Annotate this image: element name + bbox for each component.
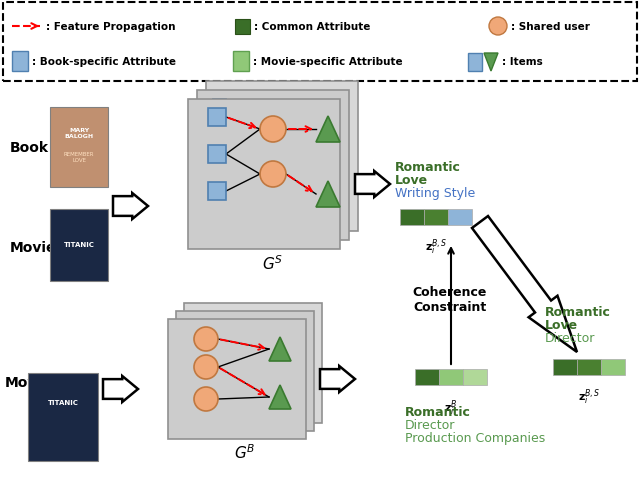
Text: $G^B$: $G^B$ <box>234 443 256 462</box>
Polygon shape <box>472 217 577 352</box>
Bar <box>233 52 249 72</box>
Text: $\mathbf{z}_i^{B}$: $\mathbf{z}_i^{B}$ <box>444 397 458 417</box>
Bar <box>3 3 637 82</box>
Text: : Movie-specific Attribute: : Movie-specific Attribute <box>253 57 403 67</box>
Text: TITANIC: TITANIC <box>63 242 95 247</box>
Polygon shape <box>113 194 148 220</box>
Text: Director: Director <box>405 419 456 431</box>
Text: Romantic: Romantic <box>395 161 461 174</box>
Bar <box>176 311 314 431</box>
Text: $G^S$: $G^S$ <box>262 254 284 273</box>
Bar <box>184 304 322 423</box>
Polygon shape <box>103 376 138 402</box>
Text: Movie: Movie <box>5 375 51 389</box>
Bar <box>50 108 108 187</box>
Bar <box>168 319 306 439</box>
Polygon shape <box>269 337 291 361</box>
Text: Book: Book <box>10 141 49 155</box>
Text: Writing Style: Writing Style <box>395 187 476 200</box>
Text: Movie: Movie <box>10 241 56 254</box>
Bar <box>463 369 487 385</box>
Text: $\mathbf{z}_i^{B,S}$: $\mathbf{z}_i^{B,S}$ <box>578 387 600 407</box>
Bar <box>448 209 472 225</box>
Text: REMEMBER
LOVE: REMEMBER LOVE <box>64 152 94 163</box>
Circle shape <box>260 117 286 142</box>
Circle shape <box>194 387 218 411</box>
Polygon shape <box>316 182 340 207</box>
Text: Coherence
Constraint: Coherence Constraint <box>413 285 487 313</box>
Bar <box>197 91 349 241</box>
Circle shape <box>489 18 507 36</box>
Bar <box>188 100 340 249</box>
Circle shape <box>198 331 214 347</box>
Text: Director: Director <box>545 332 595 345</box>
Bar <box>203 108 217 118</box>
Text: : Feature Propagation: : Feature Propagation <box>46 22 175 32</box>
Bar <box>415 369 439 385</box>
Text: Romantic: Romantic <box>405 406 471 419</box>
Polygon shape <box>484 54 498 72</box>
Bar <box>235 20 250 35</box>
Bar <box>577 359 601 375</box>
Bar <box>212 99 226 109</box>
Text: Production Companies: Production Companies <box>405 431 545 445</box>
Bar <box>28 373 98 461</box>
Text: $\mathbf{z}_i^{B,S}$: $\mathbf{z}_i^{B,S}$ <box>425 238 447 258</box>
Bar <box>439 369 463 385</box>
Circle shape <box>194 355 218 379</box>
Text: TITANIC: TITANIC <box>47 399 79 405</box>
Bar <box>400 209 424 225</box>
Polygon shape <box>355 172 390 198</box>
Text: Love: Love <box>395 174 428 187</box>
Text: : Common Attribute: : Common Attribute <box>254 22 371 32</box>
Bar <box>208 146 226 163</box>
Circle shape <box>206 324 222 339</box>
Text: MARY
BALOGH: MARY BALOGH <box>65 128 93 139</box>
Text: Love: Love <box>545 319 578 332</box>
Text: : Shared user: : Shared user <box>511 22 590 32</box>
Text: : Items: : Items <box>502 57 543 67</box>
Bar <box>208 183 226 201</box>
Circle shape <box>260 162 286 187</box>
Bar <box>468 54 482 72</box>
Bar <box>50 209 108 282</box>
Polygon shape <box>320 366 355 392</box>
Bar <box>208 109 226 127</box>
Bar <box>601 359 625 375</box>
Bar <box>206 82 358 231</box>
Text: Romantic: Romantic <box>545 306 611 319</box>
Polygon shape <box>269 385 291 409</box>
Bar <box>553 359 577 375</box>
Circle shape <box>194 327 218 351</box>
Bar <box>424 209 448 225</box>
Polygon shape <box>316 117 340 142</box>
Bar <box>12 52 28 72</box>
Text: : Book-specific Attribute: : Book-specific Attribute <box>32 57 176 67</box>
